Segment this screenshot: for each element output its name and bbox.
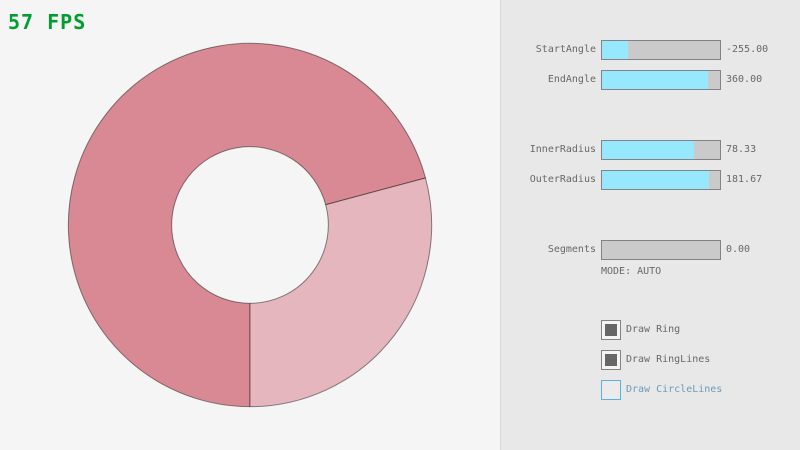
segments-slider[interactable] (601, 240, 721, 260)
outer-radius-label: OuterRadius (529, 174, 596, 185)
draw-ringlines-row: Draw RingLines (501, 350, 800, 370)
checkmark-icon (605, 324, 617, 336)
outer-radius-slider[interactable] (601, 170, 721, 190)
draw-ringlines-label: Draw RingLines (626, 354, 711, 365)
mode-text: MODE: AUTO (601, 266, 662, 277)
start-angle-slider-fill (602, 41, 628, 59)
start-angle-row: StartAngle -255.00 (501, 40, 800, 60)
inner-radius-slider[interactable] (601, 140, 721, 160)
segments-label: Segments (547, 244, 596, 255)
segments-row: Segments 0.00 (501, 240, 800, 260)
draw-circlelines-checkbox[interactable] (601, 380, 621, 400)
inner-radius-label: InnerRadius (529, 144, 596, 155)
inner-radius-slider-fill (602, 141, 695, 159)
start-angle-slider[interactable] (601, 40, 721, 60)
inner-radius-value: 78.33 (726, 144, 757, 155)
ring-sector-double-pass (67, 42, 427, 408)
outer-radius-row: OuterRadius 181.67 (501, 170, 800, 190)
draw-ring-row: Draw Ring (501, 320, 800, 340)
control-panel: StartAngle -255.00 EndAngle 360.00 Inner… (500, 0, 800, 450)
checkmark-icon (605, 354, 617, 366)
start-angle-value: -255.00 (726, 44, 769, 55)
start-angle-label: StartAngle (535, 44, 596, 55)
draw-circlelines-row: Draw CircleLines (501, 380, 800, 400)
segments-value: 0.00 (726, 244, 751, 255)
draw-ringlines-checkbox[interactable] (601, 350, 621, 370)
inner-radius-row: InnerRadius 78.33 (501, 140, 800, 160)
end-angle-slider-fill (602, 71, 709, 89)
outer-radius-value: 181.67 (726, 174, 763, 185)
end-angle-slider[interactable] (601, 70, 721, 90)
draw-ring-label: Draw Ring (626, 324, 681, 335)
end-angle-label: EndAngle (547, 74, 596, 85)
fps-counter: 57 FPS (8, 10, 87, 34)
draw-circlelines-label: Draw CircleLines (626, 384, 723, 395)
outer-radius-slider-fill (602, 171, 710, 189)
ring-sector-single-pass (249, 177, 433, 408)
draw-ring-checkbox[interactable] (601, 320, 621, 340)
end-angle-value: 360.00 (726, 74, 763, 85)
end-angle-row: EndAngle 360.00 (501, 70, 800, 90)
